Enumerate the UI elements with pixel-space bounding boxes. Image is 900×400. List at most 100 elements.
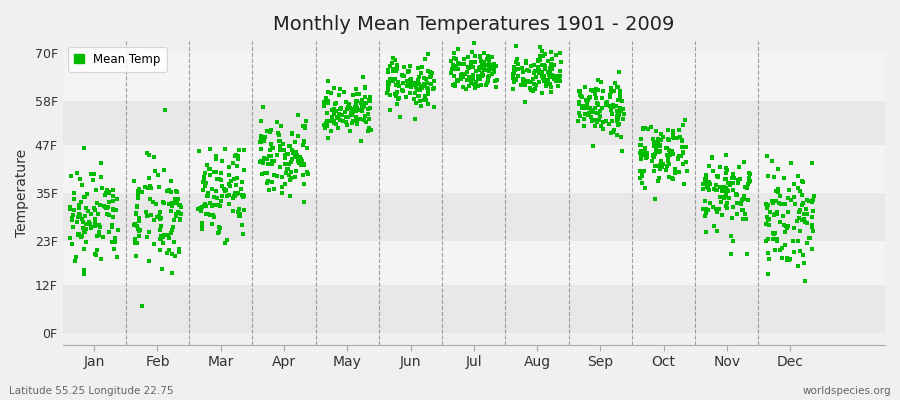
Point (612, 96, 626, 102)
Point (762, 256, 777, 263)
Point (590, 100, 604, 106)
Point (779, 224, 794, 231)
Point (65, 241, 79, 247)
Point (284, 130, 299, 137)
Point (451, 66, 465, 72)
Point (386, 75, 400, 82)
Point (531, 56, 545, 63)
Point (770, 211, 784, 218)
Point (210, 176, 224, 182)
Point (532, 78, 546, 85)
Point (333, 117, 347, 123)
Point (254, 133, 268, 139)
Point (637, 151, 652, 157)
Point (536, 62, 551, 68)
Point (784, 160, 798, 166)
Point (458, 71, 473, 78)
Point (541, 57, 555, 64)
Point (67, 207, 81, 213)
Point (93, 224, 107, 230)
Point (796, 200, 810, 207)
Point (355, 138, 369, 145)
Point (293, 162, 308, 168)
Point (196, 187, 211, 193)
Point (537, 50, 552, 57)
Point (446, 82, 461, 89)
Point (357, 94, 372, 100)
Point (260, 128, 274, 134)
Point (716, 194, 730, 201)
Point (358, 100, 373, 106)
Point (201, 211, 215, 217)
Point (652, 175, 667, 181)
Point (283, 193, 297, 199)
Point (719, 200, 733, 206)
Point (606, 104, 620, 110)
Point (167, 239, 182, 245)
Point (219, 187, 233, 194)
Point (799, 220, 814, 226)
Point (604, 89, 618, 95)
Point (65, 217, 79, 223)
Point (388, 57, 402, 63)
Point (382, 81, 397, 87)
Point (165, 270, 179, 277)
Point (356, 104, 371, 110)
Point (536, 74, 550, 81)
Point (140, 208, 154, 215)
Point (391, 62, 405, 68)
Point (533, 44, 547, 50)
Point (537, 66, 552, 72)
Point (415, 85, 429, 91)
Point (91, 211, 105, 217)
Point (661, 136, 675, 142)
Point (320, 118, 334, 124)
Point (127, 178, 141, 184)
Point (706, 223, 721, 229)
Point (594, 78, 608, 85)
Point (327, 105, 341, 112)
Point (471, 72, 485, 79)
Point (651, 136, 665, 142)
Point (779, 256, 794, 263)
Point (301, 170, 315, 177)
Point (333, 106, 347, 112)
Point (766, 230, 780, 237)
Point (381, 85, 395, 92)
Point (411, 93, 426, 100)
Point (225, 160, 239, 166)
Point (259, 156, 274, 162)
Point (524, 87, 538, 93)
Point (724, 250, 738, 257)
Point (447, 64, 462, 70)
Point (670, 154, 685, 161)
Point (646, 153, 661, 159)
Point (141, 258, 156, 264)
Point (672, 168, 687, 175)
Point (256, 104, 270, 110)
Point (72, 211, 86, 218)
Point (579, 105, 593, 112)
Point (348, 102, 363, 108)
Point (796, 260, 811, 266)
Point (401, 68, 416, 74)
Point (460, 69, 474, 76)
Point (776, 212, 790, 219)
Bar (62, 145, 885, 193)
Point (75, 181, 89, 188)
Point (793, 188, 807, 195)
Point (339, 119, 354, 125)
Point (134, 189, 148, 196)
Point (346, 108, 360, 115)
Point (734, 201, 748, 207)
Point (667, 134, 681, 141)
Point (361, 106, 375, 112)
Point (647, 154, 662, 160)
Point (781, 208, 796, 215)
Point (712, 206, 726, 212)
Point (647, 168, 662, 175)
Point (536, 90, 550, 96)
Point (665, 175, 680, 182)
Point (676, 149, 690, 155)
Point (283, 177, 297, 183)
